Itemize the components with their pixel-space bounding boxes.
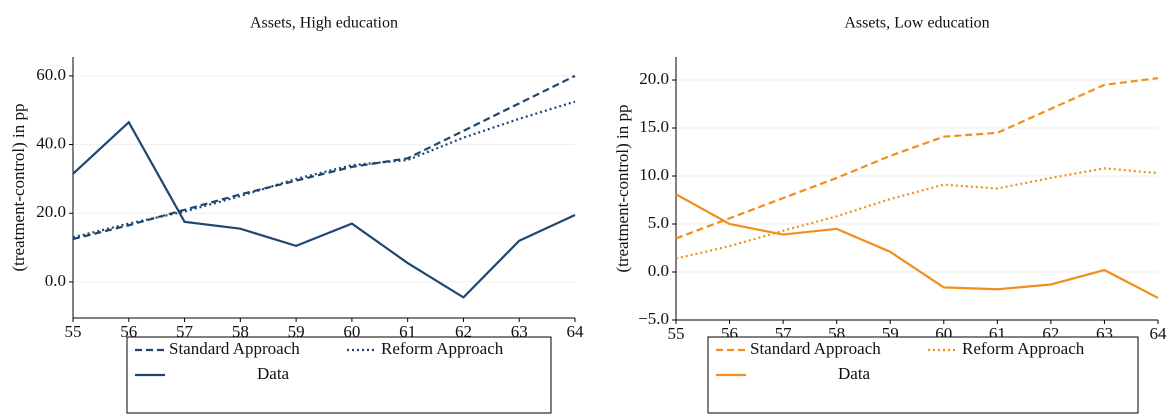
y-tick-label: 20.0 — [639, 69, 669, 88]
x-tick-label: 64 — [1150, 324, 1168, 343]
series-line — [72, 74, 576, 241]
legend-label: Standard Approach — [169, 339, 300, 358]
y-tick-label: 10.0 — [639, 165, 669, 184]
x-tick-label: 57 — [176, 322, 194, 341]
x-tick-label: 55 — [65, 322, 82, 341]
y-axis-label: (treatment-control) in pp — [9, 103, 28, 271]
legend-box — [707, 336, 1139, 414]
legend-label: Reform Approach — [962, 339, 1085, 358]
y-tick-label: 40.0 — [36, 133, 66, 152]
x-tick-label: 59 — [288, 322, 305, 341]
y-tick-label: 0.0 — [45, 271, 66, 290]
x-tick-label: 64 — [567, 322, 585, 341]
series-line — [675, 167, 1159, 260]
y-tick-label: 20.0 — [36, 202, 66, 221]
series-line — [675, 193, 1159, 299]
y-tick-label: 15.0 — [639, 117, 669, 136]
x-tick-label: 55 — [668, 324, 685, 343]
series-line — [72, 100, 576, 239]
y-tick-label: 0.0 — [648, 261, 669, 280]
y-tick-label: −5.0 — [638, 309, 669, 328]
legend-label: Data — [257, 364, 290, 383]
y-tick-label: 5.0 — [648, 213, 669, 232]
legend-box — [126, 336, 552, 414]
x-tick-label: 58 — [232, 322, 249, 341]
series-line — [675, 77, 1159, 240]
series-line — [72, 120, 576, 299]
x-tick-label: 60 — [343, 322, 360, 341]
chart-title: Assets, High education — [250, 15, 398, 32]
y-axis-label: (treatment-control) in pp — [613, 104, 632, 272]
x-tick-label: 56 — [120, 322, 137, 341]
legend-label: Data — [838, 364, 871, 383]
legend-label: Reform Approach — [381, 339, 504, 358]
legend-label: Standard Approach — [750, 339, 881, 358]
chart-title: Assets, Low education — [844, 15, 989, 32]
x-tick-label: 63 — [511, 322, 528, 341]
x-tick-label: 62 — [455, 322, 472, 341]
y-tick-label: 60.0 — [36, 65, 66, 84]
x-tick-label: 61 — [399, 322, 416, 341]
